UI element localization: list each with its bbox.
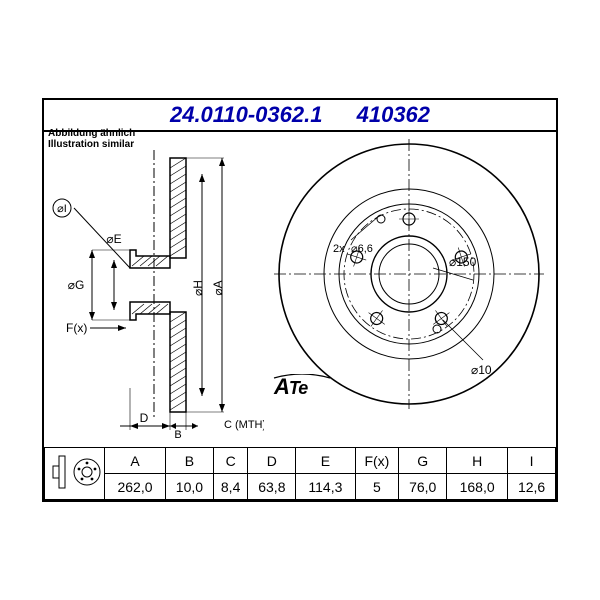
dim-H: ⌀H	[191, 280, 205, 296]
label-small-dia: ⌀6,6	[351, 243, 373, 255]
col-F: F(x)	[355, 448, 399, 474]
col-C: C	[213, 448, 248, 474]
val-B: 10,0	[166, 474, 214, 500]
disc-icon-cell	[45, 448, 105, 500]
col-H: H	[447, 448, 508, 474]
col-B: B	[166, 448, 214, 474]
dim-E: ⌀E	[106, 232, 121, 246]
val-D: 63,8	[248, 474, 296, 500]
drawing-frame: 24.0110-0362.1 410362 Abbildung ähnlich …	[42, 98, 558, 502]
dim-F: F(x)	[66, 321, 87, 335]
val-F: 5	[355, 474, 399, 500]
table-value-row: 262,0 10,0 8,4 63,8 114,3 5 76,0 168,0 1…	[45, 474, 556, 500]
col-I: I	[508, 448, 556, 474]
dim-B: B	[174, 429, 181, 438]
dim-A: ⌀A	[211, 280, 225, 295]
label-small-count: 2x	[333, 243, 345, 255]
label-hub-dia: ⌀150	[449, 255, 477, 269]
side-view: ⌀I ⌀G ⌀E ⌀H ⌀A F(x)	[44, 128, 264, 438]
spec-table: A B C D E F(x) G H I 262,0 10,0 8,4 63,8…	[44, 447, 556, 500]
col-A: A	[105, 448, 166, 474]
alt-number: 410362	[357, 102, 430, 128]
val-E: 114,3	[296, 474, 355, 500]
col-D: D	[248, 448, 296, 474]
brand-logo: ATe	[272, 374, 332, 406]
label-bolt-dia: ⌀10	[471, 363, 492, 377]
dim-C: C (MTH)	[224, 419, 264, 431]
dim-I: ⌀I	[57, 203, 67, 215]
val-A: 262,0	[105, 474, 166, 500]
dim-G: ⌀G	[68, 278, 85, 292]
val-C: 8,4	[213, 474, 248, 500]
val-G: 76,0	[399, 474, 447, 500]
val-H: 168,0	[447, 474, 508, 500]
table-header-row: A B C D E F(x) G H I	[45, 448, 556, 474]
part-number: 24.0110-0362.1	[170, 102, 323, 128]
col-G: G	[399, 448, 447, 474]
svg-text:ATe: ATe	[273, 374, 308, 399]
val-I: 12,6	[508, 474, 556, 500]
col-E: E	[296, 448, 355, 474]
dim-D: D	[140, 411, 149, 425]
